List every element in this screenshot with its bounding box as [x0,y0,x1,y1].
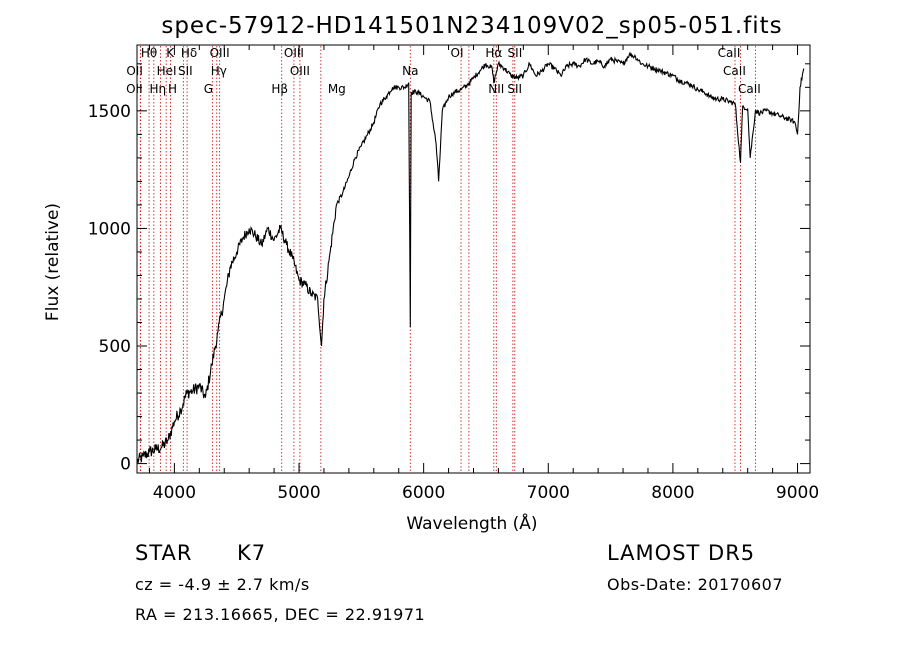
spectral-line-label: Mg [328,82,346,96]
x-tick-label: 8000 [651,483,694,503]
spectral-line-label: OII [126,82,143,96]
y-tick-label: 1500 [88,102,131,122]
spectral-line-label: Hβ [271,82,288,96]
spectral-line-label: OIII [290,64,310,78]
spectral-line-label: Hδ [181,46,197,60]
y-tick-label: 1000 [88,219,131,239]
spectral-line-label: NII [488,82,504,96]
object-type: STAR [135,541,193,565]
spectral-line-label: SII [507,82,522,96]
obs-date: Obs-Date: 20170607 [607,575,784,594]
spectral-line-label: HeI [157,64,177,78]
spectral-line-label: SII [508,46,523,60]
coordinates: RA = 213.16665, DEC = 22.91971 [135,605,426,624]
y-tick-label: 0 [120,455,131,475]
spectral-line-label: H [168,82,177,96]
spectral-line-label: K [166,46,175,60]
spectral-line-label: G [204,82,213,96]
spectral-line-label: Na [402,64,418,78]
velocity-readout: cz = -4.9 ± 2.7 km/s [135,575,310,594]
plot-frame [136,44,811,474]
x-axis-label: Wavelength (Å) [406,512,537,534]
x-tick-label: 7000 [527,483,570,503]
survey-name: LAMOST DR5 [607,541,756,565]
spectral-line-label: CaII [718,46,741,60]
chart-title: spec-57912-HD141501N234109V02_sp05-051.f… [161,13,782,39]
spectral-line-label: Hθ [141,46,157,60]
object-subclass: K7 [237,541,267,565]
spectral-line-label: SII [178,64,193,78]
x-tick-label: 6000 [402,483,445,503]
y-tick-label: 500 [99,337,131,357]
spectrum-line [136,51,805,463]
spectral-line-label: OIII [210,46,230,60]
x-tick-label: 4000 [153,483,196,503]
spectral-line-label: Hη [150,82,167,96]
spectral-line-label: OI [451,46,464,60]
spectral-line-label: Hα [485,46,502,60]
spectral-line-label: OIII [284,46,304,60]
x-tick-label: 5000 [277,483,320,503]
y-axis-ticks: 0 500 1000 1500 [88,63,810,475]
x-axis-ticks: 4000 5000 6000 7000 8000 9000 [148,45,819,503]
y-axis-label: Flux (relative) [43,203,63,321]
spectral-line-markers [139,46,756,472]
spectral-line-label: Hγ [211,64,227,78]
spectral-line-label: OII [126,64,143,78]
x-tick-label: 9000 [776,483,819,503]
spectral-line-label: CaII [723,64,746,78]
spectral-line-label: CaII [738,82,761,96]
